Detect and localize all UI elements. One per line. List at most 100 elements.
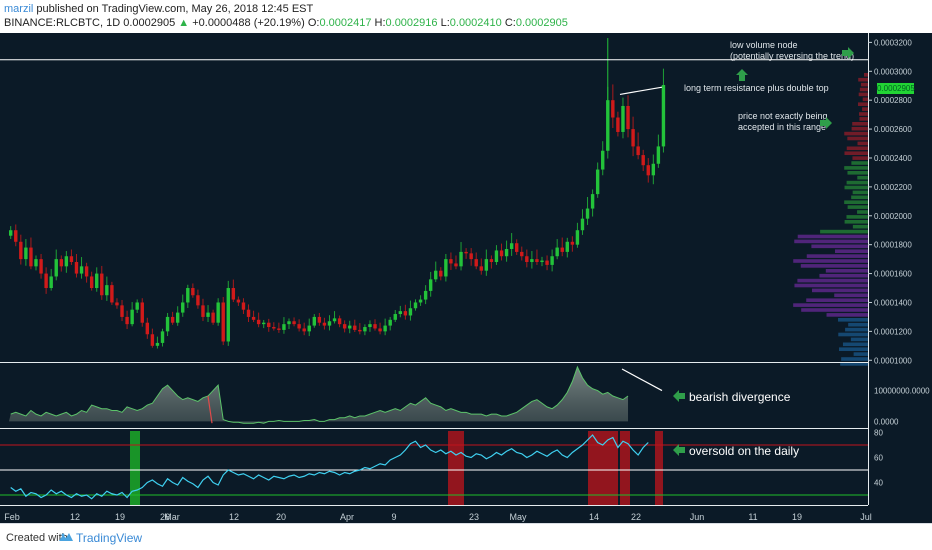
annotation-oversold: oversold on the daily	[689, 444, 799, 458]
price-tick-label: 0.0001600	[874, 270, 912, 279]
candle	[626, 105, 630, 130]
volume-profile-bar	[857, 210, 868, 214]
volume-profile-bar	[846, 215, 868, 219]
candle	[95, 273, 99, 289]
volume-profile-bar	[858, 92, 868, 97]
candle	[348, 325, 352, 329]
volume-profile-bar	[846, 146, 868, 151]
volume-profile-bar	[845, 327, 868, 332]
candle	[444, 259, 448, 277]
candle	[358, 329, 362, 332]
price-tick-label: 0.0002600	[874, 125, 912, 134]
candle	[454, 263, 458, 267]
volume-profile-bar	[852, 224, 868, 229]
candle	[378, 328, 382, 332]
volume-profile-bar	[839, 347, 868, 351]
tradingview-brand-link[interactable]: TradingView	[76, 531, 143, 545]
volume-profile	[793, 73, 868, 366]
time-tick-label: 22	[631, 512, 641, 522]
candle	[601, 150, 605, 170]
volume-profile-bar	[862, 107, 868, 111]
price-tick-label: 0.0001400	[874, 298, 912, 307]
candle	[29, 247, 33, 267]
time-tick-label: 14	[589, 512, 599, 522]
candle	[231, 288, 236, 300]
candle	[616, 117, 620, 132]
candle	[631, 129, 635, 147]
volume-profile-bar	[834, 293, 868, 298]
candle	[292, 321, 296, 325]
candle	[34, 259, 38, 267]
rsi-tick-label: 40	[874, 479, 883, 488]
annotations: low volume node (potentially reversing t…	[684, 40, 854, 458]
volume-profile-bar	[844, 151, 868, 155]
candle	[150, 334, 155, 346]
candles	[9, 38, 666, 349]
candle	[555, 247, 559, 257]
last-price: 0.0002905	[123, 17, 176, 29]
candle	[504, 249, 509, 257]
up-triangle-icon: ▲	[178, 17, 190, 29]
candle	[575, 230, 580, 245]
candle	[651, 163, 656, 176]
candle	[580, 218, 585, 231]
candle	[484, 259, 489, 271]
high-value: 0.0002916	[385, 17, 438, 29]
volume-profile-bar	[852, 156, 868, 160]
candle	[439, 270, 443, 277]
candle	[363, 327, 367, 332]
tradingview-logo-icon	[59, 533, 73, 541]
volume-profile-bar	[850, 337, 868, 342]
time-tick-label: 23	[469, 512, 479, 522]
created-with-text: Created with	[6, 532, 68, 544]
author-link[interactable]: marzil	[4, 3, 34, 15]
close-label: C:	[504, 17, 516, 29]
chart-area[interactable]: 0.0003200 0.0003000 0.0002800 0.0002600 0.00…	[0, 33, 932, 523]
candle	[175, 312, 180, 323]
volume-profile-bar	[857, 141, 868, 146]
ohlc-line: BINANCE:RLCBTC, 1D 0.0002905 ▲ +0.000048…	[4, 17, 568, 29]
volume-profile-bar	[794, 283, 868, 288]
volume-tick-label: 0.0000	[874, 417, 899, 426]
candle	[44, 273, 48, 289]
volume-profile-bar	[852, 122, 868, 126]
volume-profile-bar	[859, 117, 868, 121]
candle	[9, 230, 13, 236]
annotation-not-accepted-2: accepted in this range	[738, 122, 826, 132]
arrow-up-icon	[736, 69, 748, 81]
time-tick-label: 12	[229, 512, 239, 522]
price-change: +0.0000488 (+20.19%)	[192, 17, 305, 29]
rsi-highlight-band	[588, 431, 618, 505]
volume-profile-bar	[844, 131, 868, 136]
candle	[120, 305, 124, 317]
candle	[84, 266, 89, 277]
price-tick-label: 0.0001200	[874, 327, 912, 336]
volume-area	[9, 367, 629, 424]
candle	[272, 327, 276, 329]
candle	[565, 241, 569, 252]
candle	[79, 266, 84, 274]
candle	[241, 302, 246, 310]
candle	[383, 325, 387, 332]
volume-profile-bar	[797, 234, 868, 239]
candle	[216, 302, 220, 323]
time-tick-label: 9	[391, 512, 396, 522]
candle	[186, 288, 190, 303]
volume-profile-bar	[797, 278, 868, 283]
candle	[418, 299, 423, 303]
candle	[140, 302, 144, 323]
candle	[636, 146, 640, 156]
candle	[226, 288, 230, 342]
volume-profile-bar	[842, 342, 868, 347]
volume-profile-bar	[801, 308, 868, 312]
candle	[105, 285, 109, 296]
candle	[135, 302, 139, 310]
candle	[489, 259, 494, 263]
rsi-line	[10, 434, 649, 500]
chart-svg[interactable]: 0.0003200 0.0003000 0.0002800 0.0002600 0.00…	[0, 33, 932, 523]
candle	[74, 262, 79, 274]
annotation-not-accepted-1: price not exactly being	[738, 111, 828, 121]
volume-profile-bar	[793, 303, 868, 307]
volume-profile-bar	[847, 205, 868, 209]
volume-profile-bar	[859, 87, 868, 92]
